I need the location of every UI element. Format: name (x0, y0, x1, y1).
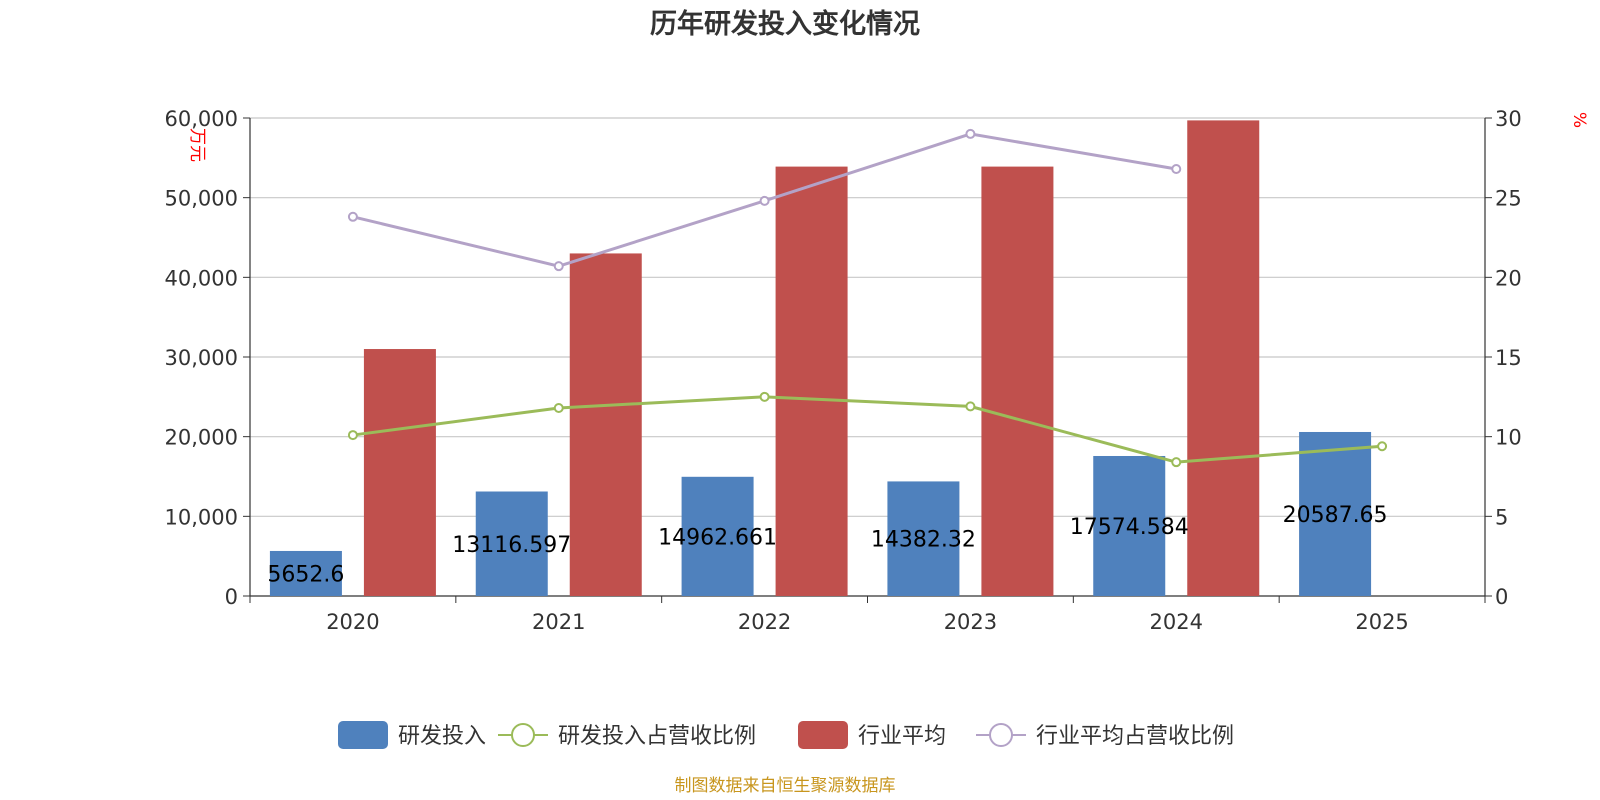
left-axis-unit: 万元 (187, 128, 207, 162)
legend-label: 行业平均 (858, 724, 946, 749)
chart-title: 历年研发投入变化情况 (650, 8, 920, 40)
bar-industry (569, 253, 642, 596)
data-labels: 5652.6 13116.597 14962.661 14382.32 17574.58… (267, 503, 1387, 587)
right-tick-label: 20 (1495, 266, 1522, 290)
bar-rd (887, 481, 960, 596)
source-note: 制图数据来自恒生聚源数据库 (675, 776, 896, 796)
x-tick-label: 2022 (738, 610, 791, 634)
legend-swatch-point (989, 723, 1013, 747)
line-point (759, 195, 770, 206)
left-tick-label: 30,000 (165, 346, 238, 370)
bar-rd (1299, 431, 1372, 596)
left-tick-label: 0 (225, 585, 238, 609)
x-tick-label: 2021 (532, 610, 585, 634)
left-tick-label: 10,000 (165, 505, 238, 529)
bar-data-label: 13116.597 (452, 533, 571, 558)
x-tick-label: 2024 (1150, 610, 1203, 634)
bar-rd (1093, 455, 1166, 596)
line-point (1171, 163, 1182, 174)
line-point (965, 401, 976, 412)
line-rd-ratio (352, 395, 1383, 464)
bar-data-label: 5652.6 (267, 562, 344, 587)
legend-swatch-bar (338, 721, 388, 749)
grid-lines (250, 117, 1485, 517)
right-tick-label: 5 (1495, 505, 1508, 529)
line-point (759, 391, 770, 402)
legend-label: 行业平均占营收比例 (1036, 724, 1234, 749)
bar-rd (475, 491, 548, 596)
bars (269, 120, 1372, 596)
bar-data-label: 17574.584 (1070, 515, 1189, 540)
line-point (553, 261, 564, 272)
line-point (347, 211, 358, 222)
left-tick-label: 40,000 (165, 266, 238, 290)
legend-swatch-point (511, 723, 535, 747)
right-tick-label: 30 (1495, 107, 1522, 131)
axes: 0 10,000 20,000 30,000 40,000 50,000 60,000 0 5 1… (165, 107, 1522, 634)
right-tick-label: 0 (1495, 585, 1508, 609)
bar-industry (363, 349, 436, 596)
left-tick-label: 50,000 (165, 187, 238, 211)
bar-data-label: 14382.32 (871, 528, 976, 553)
lines (347, 128, 1388, 468)
right-tick-label: 25 (1495, 187, 1522, 211)
line-point (1377, 441, 1388, 452)
right-tick-label: 10 (1495, 426, 1522, 450)
legend-label: 研发投入 (398, 724, 486, 749)
legend-swatch-bar (798, 721, 848, 749)
right-axis-unit: % (1569, 112, 1589, 128)
x-tick-label: 2023 (944, 610, 997, 634)
legend-label: 研发投入占营收比例 (558, 724, 756, 749)
left-tick-label: 60,000 (165, 107, 238, 131)
bar-industry (775, 166, 848, 596)
right-tick-label: 15 (1495, 346, 1522, 370)
bar-data-label: 14962.661 (658, 525, 777, 550)
legend: 研发投入 研发投入占营收比例 行业平均 行业平均占营收比例 (338, 721, 1234, 749)
bar-rd (269, 550, 342, 596)
line-point (347, 430, 358, 441)
line-point (1171, 457, 1182, 468)
x-tick-label: 2025 (1355, 610, 1408, 634)
left-tick-label: 20,000 (165, 426, 238, 450)
bar-industry (1187, 120, 1260, 596)
line-point (553, 402, 564, 413)
bar-rd (681, 476, 754, 596)
bar-industry (981, 166, 1054, 596)
x-tick-label: 2020 (326, 610, 379, 634)
line-point (965, 128, 976, 139)
bar-data-label: 20587.65 (1283, 503, 1388, 528)
